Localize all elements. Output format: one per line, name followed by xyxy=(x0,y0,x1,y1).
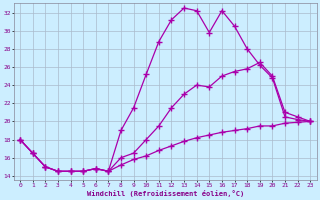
X-axis label: Windchill (Refroidissement éolien,°C): Windchill (Refroidissement éolien,°C) xyxy=(86,190,244,197)
